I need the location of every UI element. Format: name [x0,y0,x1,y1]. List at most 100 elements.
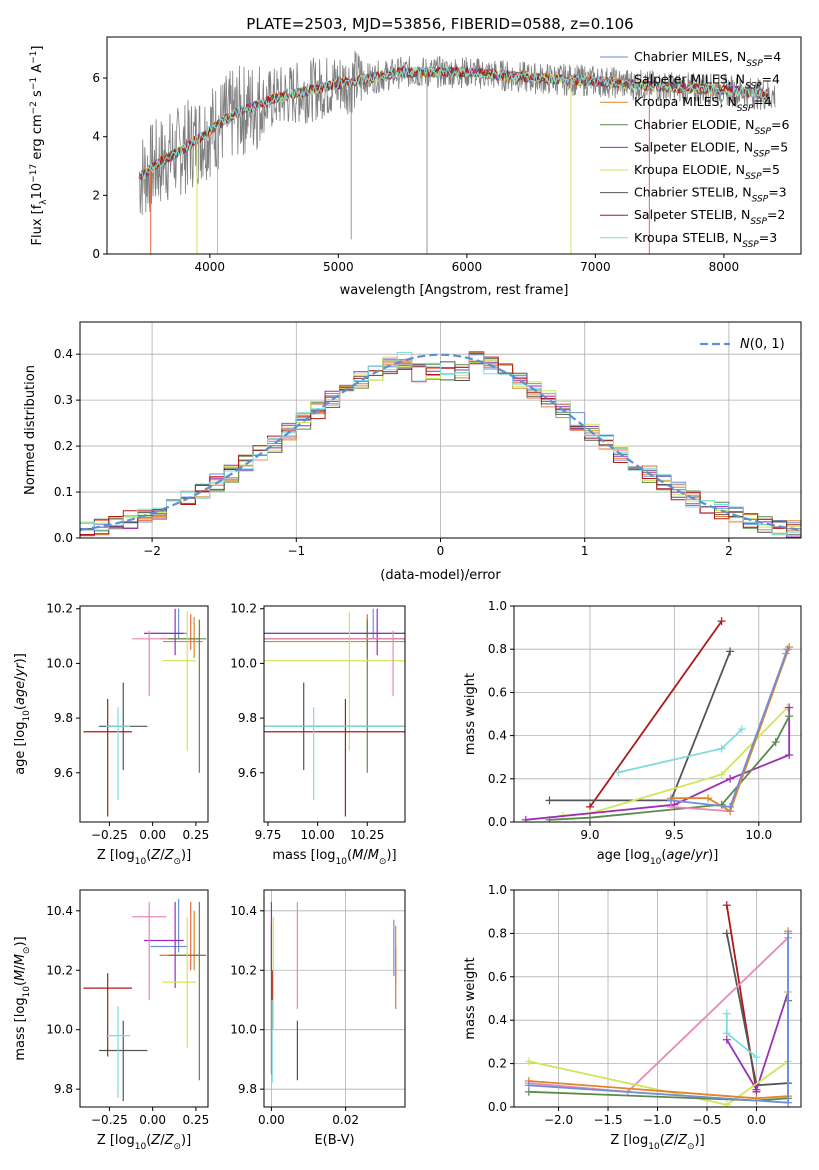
x-tick-label: 0.00 [139,828,166,842]
y-tick-label: 10.2 [46,602,73,616]
y-tick-label: 10.2 [230,963,257,977]
axes-frame [106,36,802,255]
data-spectrum [138,50,776,254]
legend-entry: Kroupa MILES, NSSP=4 [634,94,772,114]
x-tick-label: 9.5 [665,828,684,842]
y-tick-label: 0 [92,247,100,261]
normal-curve [80,353,801,531]
axes-frame [513,889,802,1108]
weight-vs-age-panel: 9.0 9.5 10.0 0.0 0.2 0.4 0.6 0.8 1.0 age [log10(a… [463,599,802,867]
errorbars [270,901,397,1084]
weight-line [725,933,789,1087]
x-tick-label: −0.25 [91,828,128,842]
weight-line [670,653,787,813]
x-axis-label: E(B-V) [314,1133,354,1148]
x-tick-label: 9.75 [255,828,282,842]
y-tick-label: 4 [92,130,100,144]
y-tick-label: 9.8 [238,1082,257,1096]
weight-lines [524,901,793,1107]
x-axis-label: (data-model)/error [380,568,501,583]
x-tick-label: 8000 [709,260,740,274]
y-tick-label: 10.0 [230,656,257,670]
y-tick-label: 0.2 [54,439,73,453]
mass-vs-Z-panel: −0.25 0.00 0.25 9.8 10.0 10.2 10.4 Z [log10(Z/Z… [13,889,210,1152]
y-tick-label: 0.4 [488,1013,507,1027]
histogram-panel: −2 −1 0 1 2 0.0 0.1 0.2 0.3 0.4 (data-model)/error… [23,321,802,583]
y-tick-label: 9.8 [238,711,257,725]
y-axis-label: age [log10(age/yr)] [13,653,32,775]
x-tick-label: −1 [287,544,305,558]
weight-line [671,646,791,813]
legend-entry: Salpeter ELODIE, NSSP=5 [634,139,788,159]
y-tick-label: 10.0 [46,1023,73,1037]
axes-frame [263,889,406,1108]
y-tick-label: 0.8 [488,926,507,940]
legend-entry: Chabrier MILES, NSSP=4 [634,49,781,69]
y-tick-label: 10.2 [230,602,257,616]
x-tick-label: 0 [437,544,445,558]
panels: 4000 5000 6000 7000 8000 0 2 4 6 wavelength [Angs… [13,36,802,1152]
x-tick-label: 0.25 [183,1113,210,1127]
weight-line [549,715,790,821]
x-tick-label: 0.00 [139,1113,166,1127]
y-tick-label: 0.8 [488,642,507,656]
y-tick-label: 0.6 [488,685,507,699]
histogram-step [80,351,801,536]
weight-line [589,620,723,808]
y-tick-label: 9.6 [54,766,73,780]
model-line [140,66,769,180]
errorbars [264,608,405,817]
y-tick-label: 10.2 [46,963,73,977]
weight-line [670,648,789,808]
x-tick-label: 2 [725,544,733,558]
y-tick-label: 0.0 [488,815,507,829]
histograms [80,351,801,538]
weight-line [549,651,731,802]
weight-vs-Z-panel: −2.0 −1.5 −1.0 −0.5 0.0 0.0 0.2 0.4 0.6 0.8 1.0 Z [… [463,883,802,1152]
x-tick-label: −2 [143,544,161,558]
y-tick-label: 0.3 [54,393,73,407]
errorbars [83,608,207,817]
x-tick-label: 0.0 [747,1113,766,1127]
y-tick-label: 1.0 [488,599,507,613]
y-tick-label: 6 [92,71,100,85]
y-tick-label: 0.2 [488,1057,507,1071]
legend-entry: Kroupa ELODIE, NSSP=5 [634,162,780,182]
axes-frame [79,321,802,539]
x-tick-label: 0.02 [332,1113,359,1127]
age-vs-Z-panel: −0.25 0.00 0.25 9.6 9.8 10.0 10.2 Z [log10(Z/Z⊙… [13,602,209,867]
y-tick-label: 0.4 [488,729,507,743]
x-tick-label: 9.0 [580,828,599,842]
x-tick-label: 1 [581,544,589,558]
y-axis-label: mass weight [463,957,478,1039]
y-axis-label: Flux [fλ10−17 erg cm−2 s−1 A−1] [29,46,49,246]
y-tick-label: 0.4 [54,347,73,361]
x-tick-label: 5000 [323,260,354,274]
x-axis-label: age [log10(age/yr)] [597,848,719,867]
figure-title: PLATE=2503, MJD=53856, FIBERID=0588, z=0… [246,15,633,33]
x-tick-label: −0.25 [91,1113,128,1127]
x-tick-label: −1.5 [593,1113,622,1127]
y-tick-label: 9.8 [54,1082,73,1096]
legend: Chabrier MILES, NSSP=4 Salpeter MILES, NS… [600,49,789,250]
y-tick-label: 0.0 [488,1100,507,1114]
y-tick-label: 9.8 [54,711,73,725]
y-tick-label: 0.0 [54,531,73,545]
legend-entry: Chabrier STELIB, NSSP=3 [634,185,787,205]
x-tick-label: 10.00 [300,828,334,842]
axes-frame [79,889,209,1108]
x-axis-label: Z [log10(Z/Z⊙)] [97,848,191,867]
x-tick-label: −2.0 [544,1113,573,1127]
axes-frame [79,605,209,823]
x-axis-label: mass [log10(M/M⊙)] [272,848,396,867]
x-axis-label: wavelength [Angstrom, rest frame] [340,283,569,298]
legend-entry: Salpeter MILES, NSSP=4 [634,72,780,92]
legend-entry: Chabrier ELODIE, NSSP=6 [634,117,789,137]
legend-entry: N(0, 1) [740,337,785,352]
y-tick-label: 10.4 [46,904,73,918]
x-tick-label: 6000 [452,260,483,274]
y-axis-label: Normed distribution [23,365,38,495]
legend-entry: Kroupa STELIB, NSSP=3 [634,230,777,250]
age-vs-mass-panel: 9.75 10.00 10.25 9.6 9.8 10.0 10.2 mass [log10(… [230,602,406,867]
mass-vs-EBV-panel: 0.00 0.02 9.8 10.0 10.2 10.4 [230,889,406,1127]
